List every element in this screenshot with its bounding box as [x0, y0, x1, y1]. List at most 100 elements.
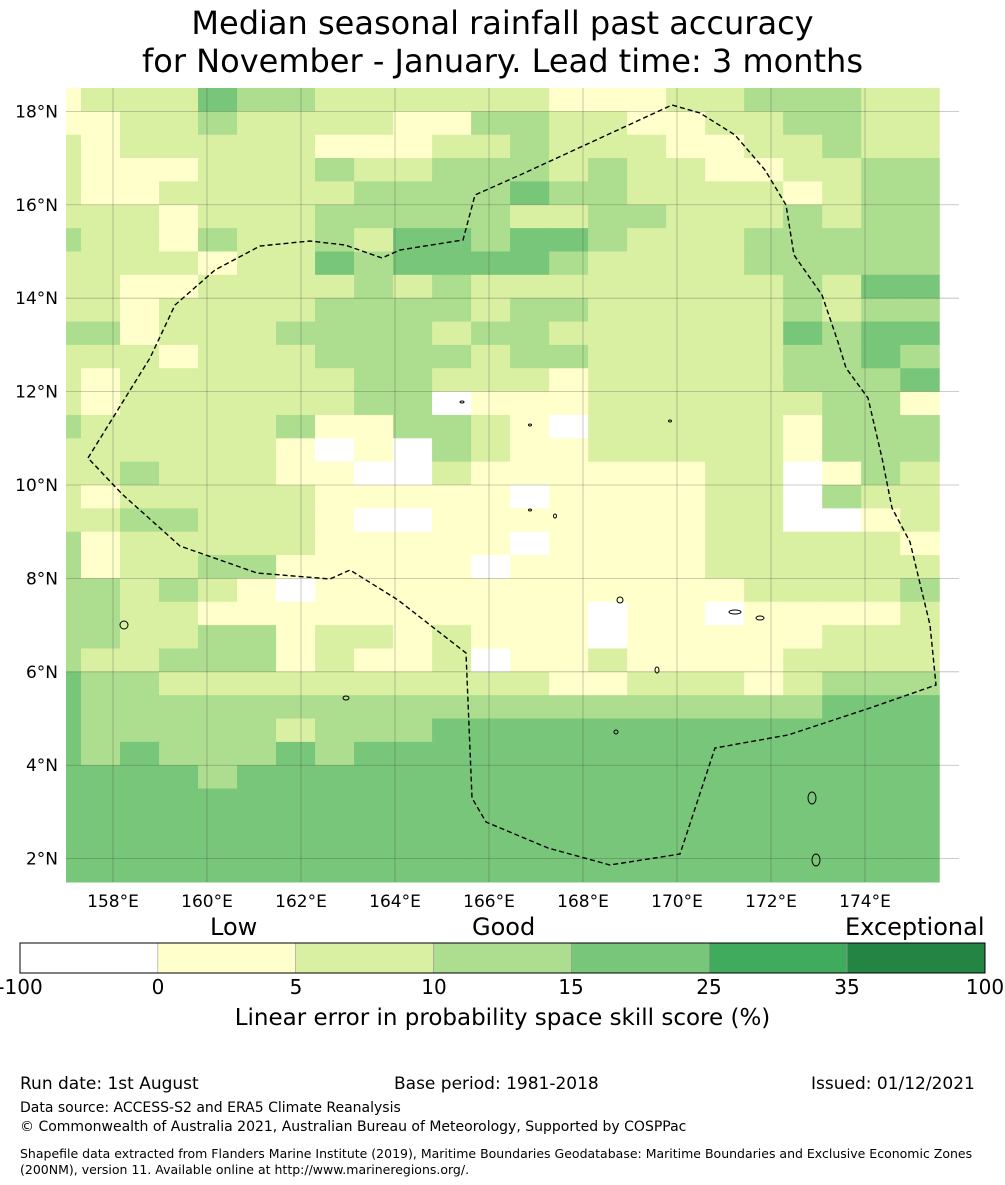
skill-cell: [315, 158, 355, 182]
colorbar-word-low: Low: [210, 913, 258, 941]
skill-cell: [627, 461, 667, 486]
skill-cell: [510, 438, 550, 463]
skill-cell: [588, 111, 628, 136]
skill-cell: [822, 695, 862, 720]
skill-cell: [510, 718, 550, 743]
skill-cell: [120, 648, 160, 673]
skill-cell: [666, 204, 706, 229]
skill-cell: [276, 88, 316, 112]
skill-cell: [159, 251, 199, 276]
skill-cell: [198, 251, 238, 276]
skill-cell: [666, 228, 706, 252]
skill-cell: [822, 718, 862, 743]
skill-cell: [783, 368, 823, 393]
skill-cell: [237, 485, 277, 509]
skill-cell: [510, 274, 550, 299]
skill-cell: [315, 414, 355, 439]
skill-cell: [315, 508, 355, 533]
skill-cell: [315, 461, 355, 486]
skill-cell: [276, 134, 316, 159]
skill-cell: [588, 695, 628, 720]
colorbar-label-7: 100: [965, 975, 1005, 999]
skill-cell: [900, 181, 940, 206]
skill-cell: [861, 344, 901, 369]
skill-cell: [393, 181, 433, 206]
skill-cell: [432, 718, 472, 743]
skill-cell: [822, 321, 862, 346]
skill-cell: [549, 508, 589, 533]
skill-cell: [510, 368, 550, 393]
skill-cell: [120, 438, 160, 463]
skill-cell: [549, 251, 589, 276]
skill-cell: [315, 788, 355, 813]
skill-cell: [666, 788, 706, 813]
skill-cell: [783, 695, 823, 720]
skill-cell: [66, 158, 82, 182]
skill-cell: [159, 765, 199, 790]
skill-cell: [354, 695, 394, 720]
skill-cell: [627, 835, 667, 860]
skill-cell: [198, 601, 238, 626]
skill-cell: [588, 741, 628, 766]
skill-cell: [744, 765, 784, 790]
skill-cell: [432, 134, 472, 159]
skill-cell: [81, 274, 121, 299]
skill-cell: [861, 788, 901, 813]
skill-cell: [66, 344, 82, 369]
skill-cell: [237, 461, 277, 486]
base-period: Base period: 1981-2018: [394, 1074, 599, 1094]
skill-cell: [393, 368, 433, 393]
skill-cell: [861, 321, 901, 346]
skill-cell: [861, 811, 901, 836]
skill-cell: [510, 88, 550, 112]
skill-cell: [276, 391, 316, 416]
skill-cell: [81, 228, 121, 252]
skill-cell: [315, 625, 355, 649]
skill-cell: [783, 158, 823, 182]
skill-cell: [861, 765, 901, 790]
skill-cell: [81, 508, 121, 533]
skill-cell: [900, 718, 940, 743]
skill-cell: [861, 601, 901, 626]
skill-cell: [81, 858, 121, 883]
skill-cell: [432, 531, 472, 556]
skill-cell: [744, 858, 784, 883]
skill-cell: [81, 321, 121, 346]
skill-cell: [354, 718, 394, 743]
skill-cell: [159, 414, 199, 439]
skill-cell: [471, 298, 511, 323]
colorbar-word-exceptional: Exceptional: [845, 913, 985, 941]
skill-cell: [198, 88, 238, 112]
skill-cell: [276, 274, 316, 299]
latitude-tick-label: 14°N: [15, 289, 58, 309]
skill-cell: [627, 531, 667, 556]
skill-cell: [744, 508, 784, 533]
skill-cell: [744, 391, 784, 416]
skill-cell: [159, 811, 199, 836]
graticule: [66, 88, 959, 882]
skill-cell: [120, 414, 160, 439]
skill-cell: [198, 438, 238, 463]
skill-cell: [783, 88, 823, 112]
colorbar-swatch: [571, 942, 710, 974]
skill-cell: [315, 531, 355, 556]
skill-cell: [744, 344, 784, 369]
skill-cell: [198, 344, 238, 369]
skill-cell: [198, 134, 238, 159]
skill-cell: [315, 391, 355, 416]
skill-cell: [588, 555, 628, 579]
skill-cell: [588, 438, 628, 463]
skill-cell: [354, 671, 394, 696]
skill-cell: [315, 181, 355, 206]
skill-cell: [66, 134, 82, 159]
skill-cell: [237, 251, 277, 276]
skill-cell: [237, 134, 277, 159]
skill-cell: [900, 111, 940, 136]
skill-cell: [783, 181, 823, 206]
skill-cell: [471, 181, 511, 206]
skill-cell: [432, 414, 472, 439]
skill-cell: [861, 414, 901, 439]
skill-cell: [549, 344, 589, 369]
skill-cell: [159, 741, 199, 766]
skill-cell: [432, 578, 472, 603]
